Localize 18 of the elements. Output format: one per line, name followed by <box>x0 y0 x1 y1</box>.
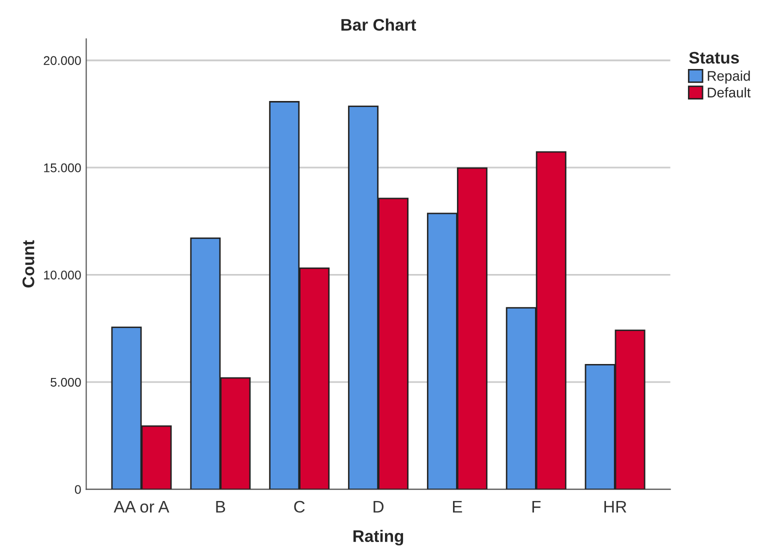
x-tick-label: E <box>453 501 462 512</box>
legend-label: Repaid <box>708 70 750 84</box>
x-tick-label: B <box>216 501 226 512</box>
x-tick-label: HR <box>604 501 626 512</box>
legend-title: Status <box>689 52 739 64</box>
y-axis-title: Count <box>22 240 34 288</box>
x-axis-title: Rating <box>353 530 404 546</box>
y-tick-label: 20.000 <box>44 56 81 66</box>
x-tick-label: F <box>532 501 541 512</box>
x-tick-label: D <box>374 501 384 512</box>
y-tick-label: 5.000 <box>50 378 81 387</box>
legend-label: Default <box>708 87 751 98</box>
y-tick-label: 10.000 <box>44 270 81 280</box>
y-tick-label: 15.000 <box>44 163 81 172</box>
x-tick-label: C <box>294 500 305 513</box>
x-tick-label: AA or A <box>114 501 170 513</box>
chart-title: Bar Chart <box>341 18 416 31</box>
y-tick-label: 0 <box>74 485 81 494</box>
